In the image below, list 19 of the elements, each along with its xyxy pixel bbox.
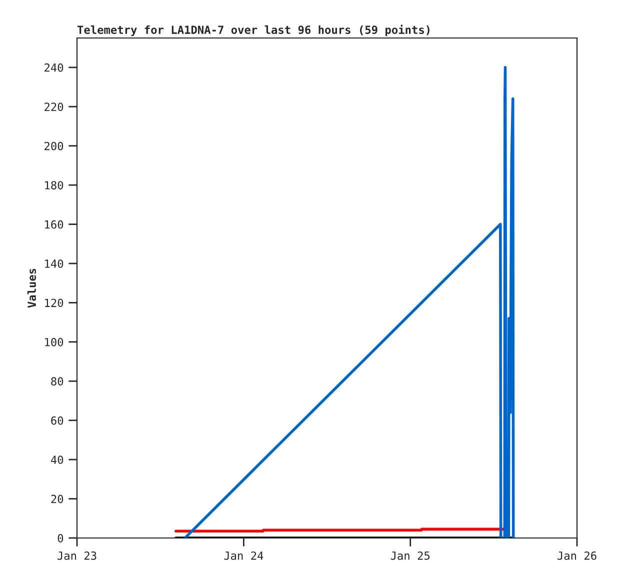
x-tick-label: Jan 23 [58,551,96,560]
chart-title: Telemetry for LA1DNA-7 over last 96 hours (59 points) [77,24,430,36]
y-tick-label: 220 [44,102,64,112]
x-tick-label: Jan 26 [558,551,596,560]
y-tick-label: 40 [50,456,64,464]
y-axis-title: Values [27,268,36,308]
y-tick-label: 0 [58,534,64,542]
y-tick-label: 60 [51,416,64,425]
y-tick-label: 20 [51,494,64,504]
y-tick-label: 120 [45,298,64,308]
x-tick-label: Jan 24 [224,551,264,560]
y-tick-label: 80 [51,377,64,386]
y-tick-label: 140 [45,259,64,268]
x-tick-label: Jan 25 [390,551,430,560]
y-tick-label: 160 [45,220,64,229]
y-tick-label: 100 [45,338,64,346]
y-tick-label: 200 [44,142,64,150]
y-tick-label: 240 [44,63,64,72]
y-tick-label: 180 [45,181,64,190]
